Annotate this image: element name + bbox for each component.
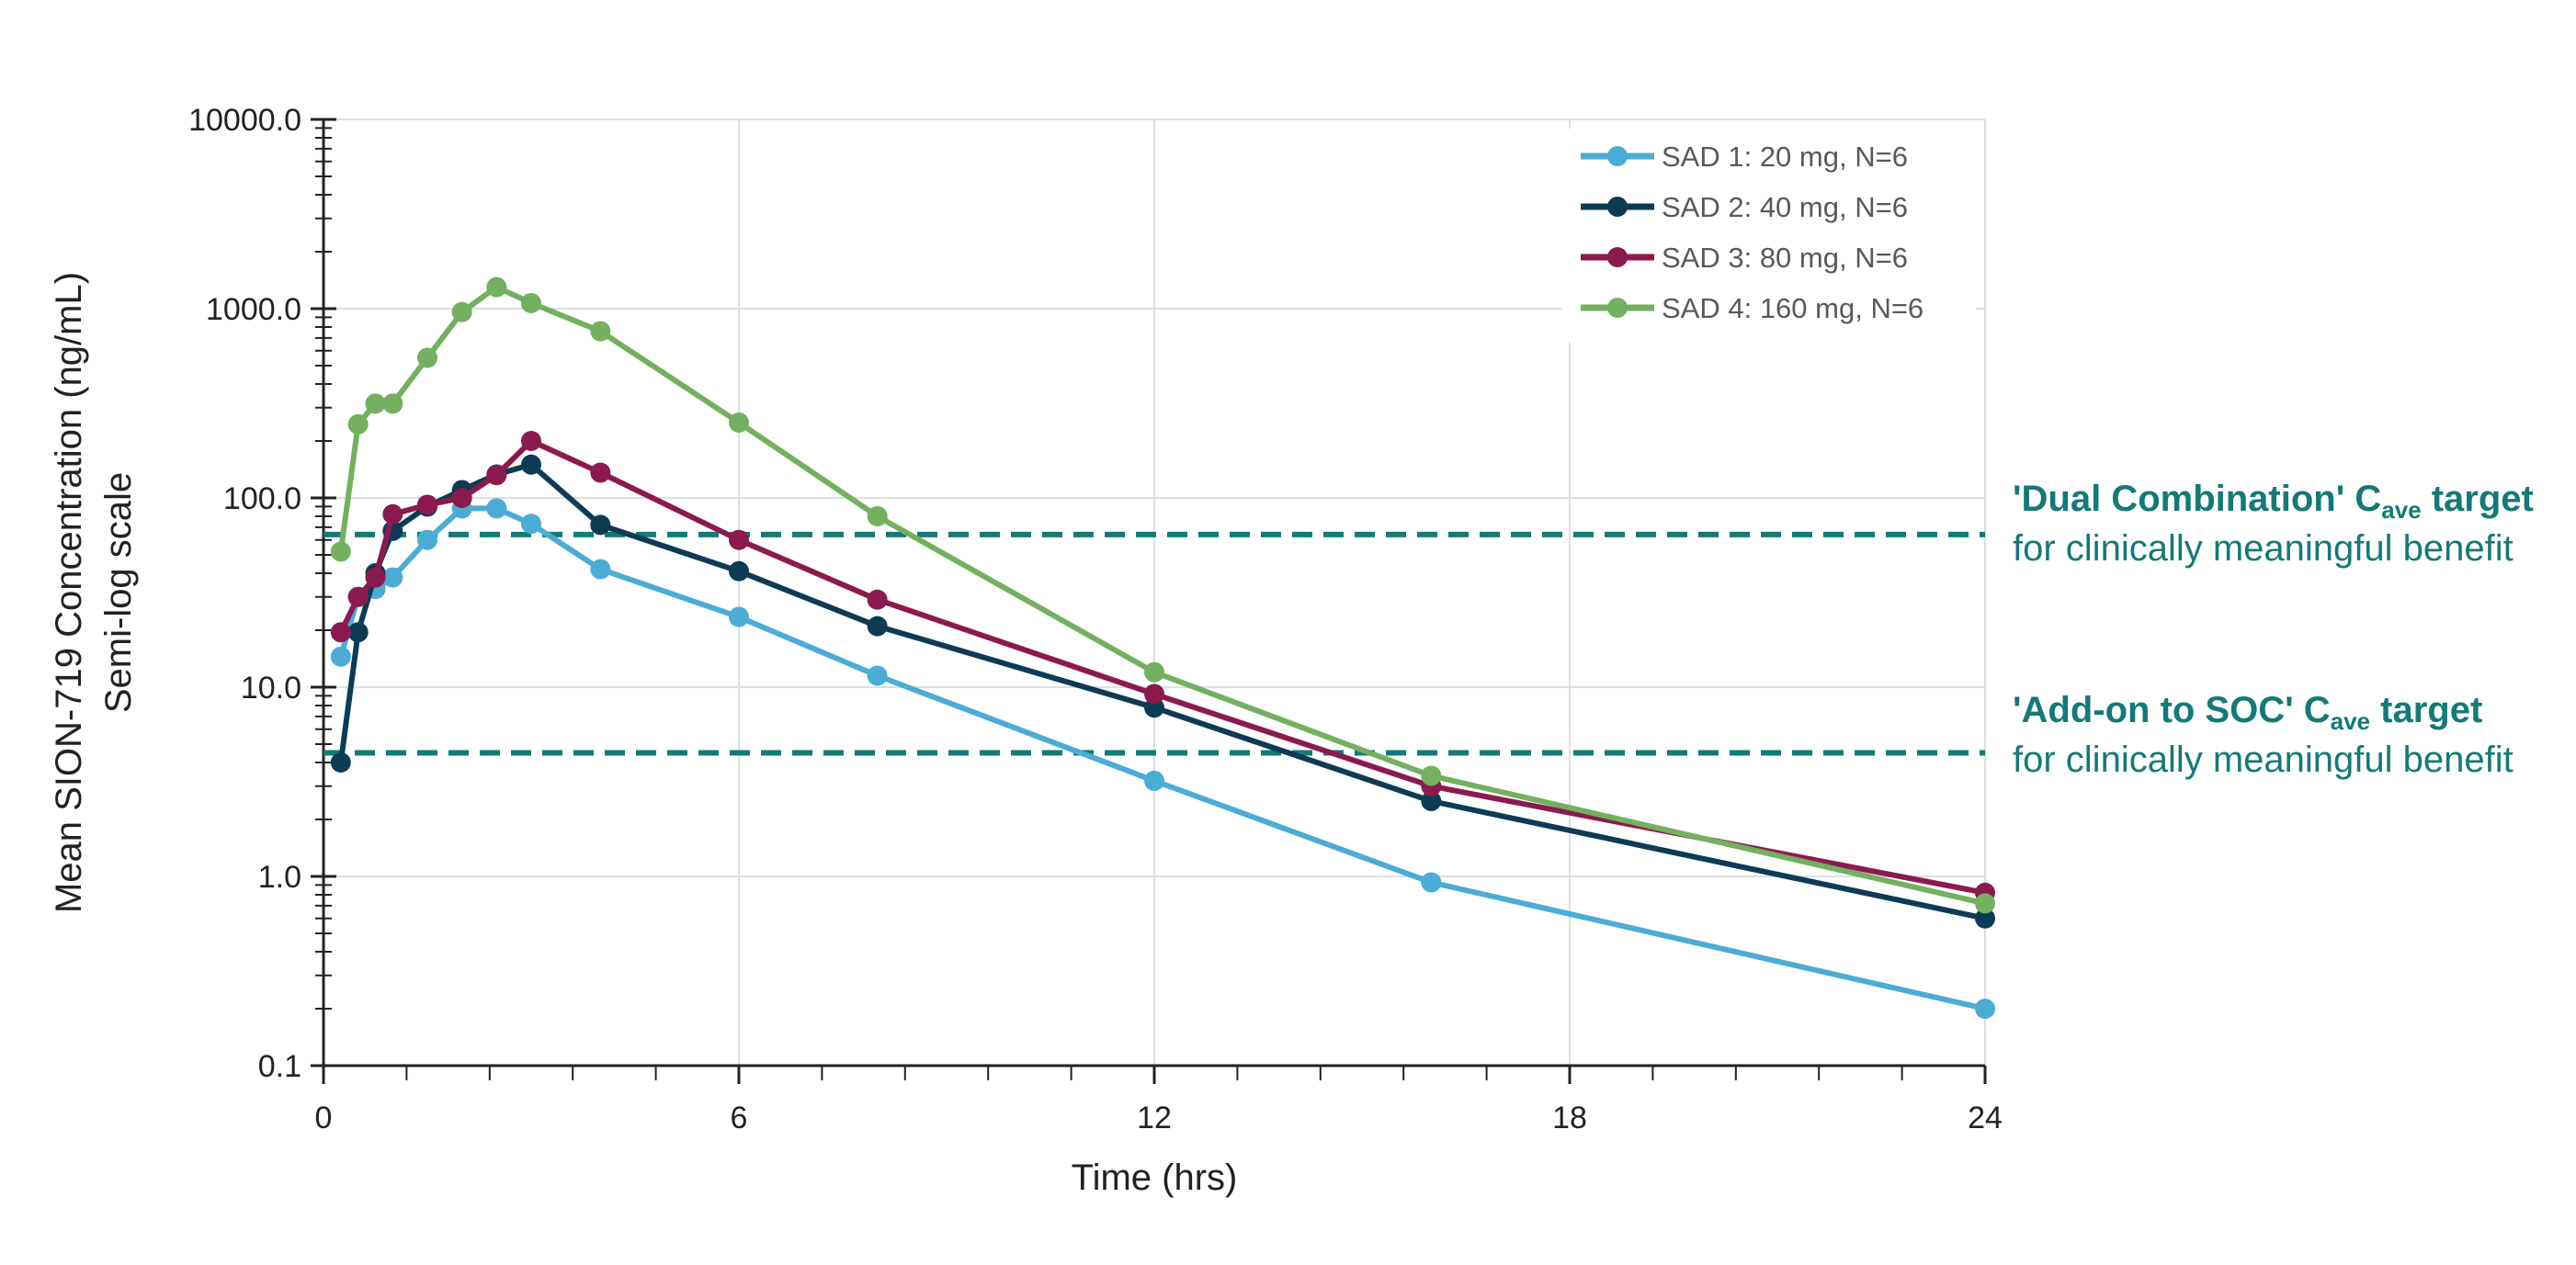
data-point [590, 462, 611, 483]
data-point [521, 292, 541, 313]
legend-label: SAD 1: 20 mg, N=6 [1662, 141, 1908, 173]
data-point [330, 751, 351, 773]
data-point [365, 567, 386, 588]
legend-label: SAD 2: 40 mg, N=6 [1662, 191, 1908, 223]
series-line [338, 438, 1986, 896]
data-point [867, 589, 888, 610]
data-point [867, 505, 888, 526]
data-point [382, 393, 403, 414]
legend-marker [1607, 247, 1628, 267]
data-point [521, 430, 541, 451]
y-tick-label: 1.0 [258, 860, 301, 895]
data-point [486, 277, 507, 298]
data-point [1144, 770, 1164, 791]
data-point [1421, 765, 1442, 786]
data-point [1975, 893, 1995, 914]
data-point [590, 321, 611, 342]
legend-marker [1607, 146, 1628, 166]
reference-line-title: 'Dual Combination' Cave target [2013, 479, 2534, 524]
y-tick-label: 0.1 [258, 1049, 301, 1084]
data-point [1975, 908, 1995, 929]
data-point [347, 413, 369, 435]
legend-label: SAD 3: 80 mg, N=6 [1662, 242, 1908, 274]
data-point [1421, 872, 1442, 893]
y-axis-title: Mean SION-719 Concentration (ng/mL) [49, 272, 89, 913]
axis-titles: Time (hrs) Mean SION-719 Concentration (n… [49, 272, 1237, 1198]
data-point [729, 560, 749, 582]
data-point [417, 347, 437, 368]
reference-line-subtitle: for clinically meaningful benefit [2013, 528, 2514, 569]
x-tick-label: 18 [1552, 1101, 1587, 1135]
data-point [347, 586, 369, 607]
data-point [1975, 998, 1995, 1019]
data-point [330, 622, 351, 643]
data-point [590, 514, 611, 536]
legend-label: SAD 4: 160 mg, N=6 [1662, 292, 1923, 324]
x-tick-label: 12 [1137, 1101, 1172, 1135]
data-point [486, 465, 507, 486]
y-tick-label: 10.0 [241, 671, 301, 706]
data-point [590, 559, 611, 580]
data-point [451, 488, 472, 508]
gridlines [323, 119, 1986, 1067]
axes: 0.1 1.0 10.0 100.0 1000.0 10000.0 0 6 12 18 24 [188, 103, 2003, 1135]
reference-line-title: 'Add-on to SOC' Cave target [2013, 690, 2482, 735]
data-point [347, 622, 369, 643]
data-point [1421, 791, 1442, 812]
data-point [729, 529, 749, 550]
legend-marker [1607, 298, 1628, 318]
data-point [486, 498, 507, 519]
data-point [1144, 683, 1164, 705]
legend: SAD 1: 20 mg, N=6 SAD 2: 40 mg, N=6 SAD 3:… [1562, 129, 1976, 342]
series-4 [330, 277, 1995, 914]
data-point [521, 514, 541, 535]
data-point [867, 616, 888, 637]
x-axis-title: Time (hrs) [1072, 1158, 1238, 1198]
data-point [729, 412, 749, 434]
data-point [382, 503, 403, 525]
y-tick-label: 10000.0 [188, 103, 301, 138]
legend-marker [1607, 197, 1628, 217]
y-tick-label: 100.0 [223, 481, 301, 516]
series-group [330, 277, 1995, 1019]
data-point [330, 646, 351, 667]
data-point [1144, 661, 1164, 683]
y-axis-subtitle: Semi-log scale [98, 472, 139, 713]
data-point [365, 393, 386, 414]
y-tick-label: 1000.0 [206, 292, 301, 327]
x-tick-label: 6 [731, 1101, 748, 1135]
data-point [521, 454, 541, 475]
x-tick-label: 24 [1968, 1101, 2003, 1135]
data-point [729, 606, 749, 627]
data-point [417, 529, 437, 550]
data-point [867, 665, 888, 686]
data-point [451, 301, 472, 322]
data-point [417, 494, 437, 515]
data-point [330, 541, 351, 562]
x-tick-label: 0 [315, 1101, 333, 1135]
reference-line-subtitle: for clinically meaningful benefit [2013, 740, 2514, 780]
data-point [382, 567, 403, 588]
